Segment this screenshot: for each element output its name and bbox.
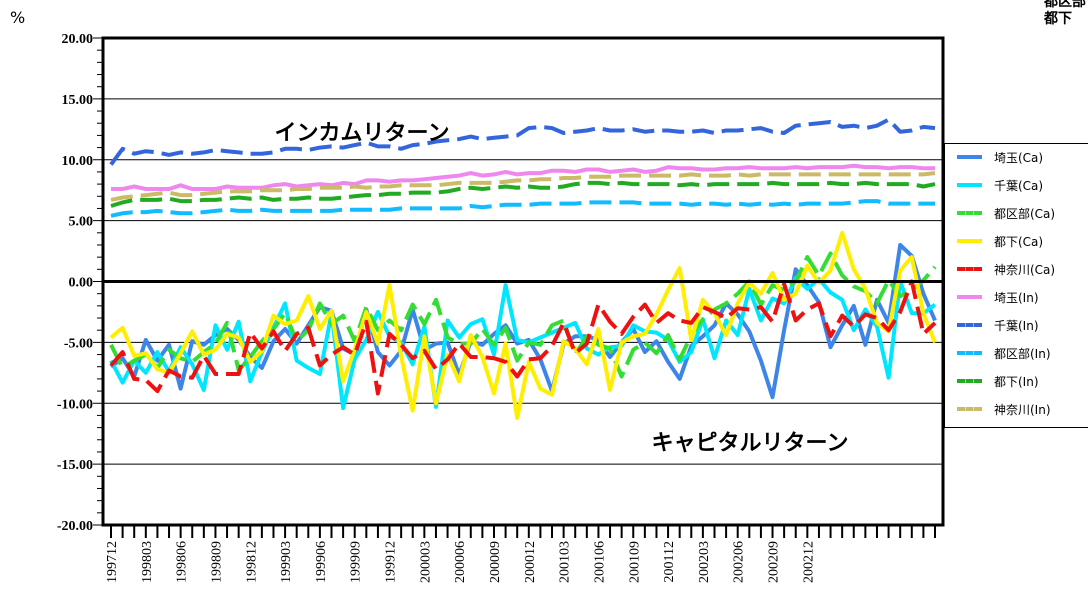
x-tick-label: 199809 bbox=[209, 541, 224, 583]
legend-item: 都下(Ca) bbox=[945, 231, 1043, 251]
y-tick-label: 20.00 bbox=[62, 32, 94, 47]
y-tick-label: 10.00 bbox=[62, 154, 94, 169]
legend-label: 神奈川(Ca) bbox=[994, 262, 1056, 277]
y-tick-label: 15.00 bbox=[62, 93, 94, 108]
x-tick-label: 199806 bbox=[175, 541, 190, 583]
legend-item: 都下(In) bbox=[945, 371, 1039, 391]
x-tick-label: 199903 bbox=[279, 541, 294, 583]
legend-swatch bbox=[957, 379, 982, 383]
legend-label: 埼玉(In) bbox=[994, 290, 1039, 305]
x-tick-label: 200106 bbox=[592, 541, 607, 583]
y-tick-label: 0.00 bbox=[69, 276, 94, 291]
legend-swatch bbox=[957, 323, 982, 327]
x-tick-label: 200112 bbox=[662, 541, 677, 582]
series-line bbox=[110, 180, 936, 208]
series-line bbox=[111, 163, 935, 191]
x-tick-label: 200203 bbox=[697, 541, 712, 583]
legend-item: 神奈川(In) bbox=[945, 399, 1051, 419]
y-tick-label: -15.00 bbox=[57, 458, 93, 473]
legend-label: 都下(Ca) bbox=[994, 234, 1044, 249]
legend-item: 都区部(Ca) bbox=[945, 203, 1055, 223]
x-tick-label: 199812 bbox=[244, 541, 259, 583]
corner-text-line-1: 都区部 bbox=[1044, 0, 1086, 10]
y-tick-label: -20.00 bbox=[57, 519, 93, 534]
legend-label: 都区部(Ca) bbox=[994, 206, 1056, 221]
x-tick-label: 199912 bbox=[384, 541, 399, 583]
legend-item: 神奈川(Ca) bbox=[945, 259, 1055, 279]
y-tick-label: -10.00 bbox=[57, 397, 93, 412]
legend-label: 都下(In) bbox=[994, 374, 1039, 389]
x-tick-label: 200003 bbox=[418, 541, 433, 583]
series-line bbox=[110, 171, 936, 202]
series-line bbox=[109, 251, 937, 379]
legend-swatch bbox=[957, 183, 982, 187]
chart-legend: 埼玉(Ca) 千葉(Ca) 都区部(Ca) 都下(Ca) 神奈川(Ca) 埼玉(In) 千葉… bbox=[944, 143, 1088, 428]
legend-label: 千葉(Ca) bbox=[994, 178, 1044, 193]
x-tick-label: 200009 bbox=[488, 541, 503, 583]
legend-label: 神奈川(In) bbox=[994, 402, 1051, 417]
legend-swatch bbox=[957, 211, 982, 215]
x-tick-label: 200206 bbox=[732, 541, 747, 583]
legend-swatch bbox=[957, 407, 982, 411]
legend-swatch bbox=[957, 351, 982, 355]
legend-swatch bbox=[957, 239, 982, 243]
legend-swatch bbox=[957, 295, 982, 299]
legend-label: 千葉(In) bbox=[994, 318, 1039, 333]
x-tick-label: 200006 bbox=[453, 541, 468, 583]
legend-item: 都区部(In) bbox=[945, 343, 1051, 363]
corner-clipped-text: 都区部 都下 bbox=[1044, 0, 1086, 28]
corner-text-line-2: 都下 bbox=[1044, 11, 1072, 27]
legend-swatch bbox=[957, 267, 982, 271]
series-line bbox=[109, 230, 937, 420]
legend-item: 埼玉(Ca) bbox=[945, 147, 1043, 167]
legend-item: 千葉(Ca) bbox=[945, 175, 1043, 195]
x-tick-label: 200012 bbox=[523, 541, 538, 583]
annotation-label: インカムリターン bbox=[275, 121, 450, 146]
series-line bbox=[109, 117, 936, 166]
x-tick-label: 199803 bbox=[140, 541, 155, 583]
x-tick-label: 200212 bbox=[801, 541, 816, 583]
legend-swatch bbox=[957, 155, 982, 159]
annotation-label: キャピタルリターン bbox=[652, 431, 849, 456]
y-tick-label: 5.00 bbox=[69, 215, 94, 230]
legend-label: 都区部(In) bbox=[994, 346, 1051, 361]
legend-item: 埼玉(In) bbox=[945, 287, 1039, 307]
series-line bbox=[109, 279, 937, 396]
y-tick-label: -5.00 bbox=[64, 336, 93, 351]
x-tick-label: 200109 bbox=[627, 541, 642, 583]
x-tick-label: 199712 bbox=[105, 541, 120, 583]
x-tick-label: 200209 bbox=[767, 541, 782, 583]
series-line bbox=[110, 199, 935, 218]
legend-label: 埼玉(Ca) bbox=[994, 150, 1044, 165]
x-tick-label: 200103 bbox=[558, 541, 573, 583]
x-tick-label: 199906 bbox=[314, 541, 329, 583]
y-axis-unit-label: % bbox=[10, 8, 26, 27]
x-tick-label: 199909 bbox=[349, 541, 364, 583]
legend-item: 千葉(In) bbox=[945, 315, 1039, 335]
